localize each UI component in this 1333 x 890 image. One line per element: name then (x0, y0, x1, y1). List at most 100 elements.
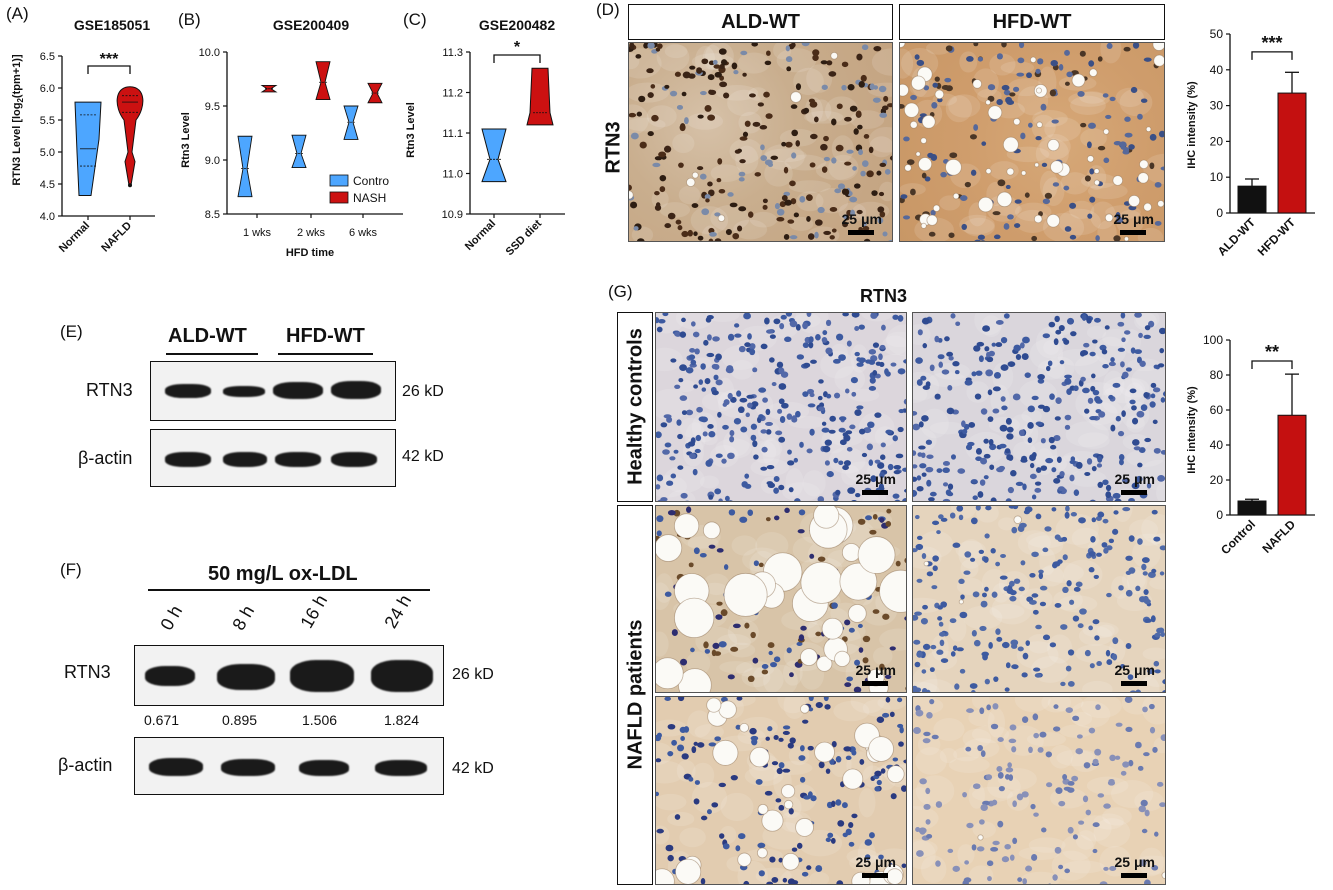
cell-nucleus (1056, 456, 1062, 464)
cell-nucleus (929, 698, 935, 705)
cell-nucleus (809, 162, 816, 168)
cell-nucleus (868, 386, 877, 391)
cell-nucleus (785, 45, 791, 52)
cell-nucleus (901, 785, 906, 792)
tissue-cell (1132, 538, 1161, 569)
y-tick-label: 9.0 (205, 155, 220, 167)
cell-nucleus (842, 313, 849, 317)
lipid-vacuole (839, 562, 878, 601)
cell-nucleus (770, 662, 778, 668)
scalebar-text: 25 μm (1114, 662, 1155, 678)
cell-nucleus (925, 819, 931, 825)
cell-nucleus (860, 170, 866, 177)
cell-nucleus (1003, 89, 1011, 96)
cell-nucleus (1003, 313, 1010, 319)
y-tick-label: 20 (1210, 134, 1224, 148)
cell-nucleus (859, 759, 865, 765)
lipid-vacuole (800, 704, 810, 714)
tissue-cell (963, 605, 1003, 630)
cell-nucleus (1034, 481, 1042, 486)
tissue-cell (1101, 386, 1132, 414)
tissue-cell (858, 788, 876, 818)
cell-nucleus (734, 323, 740, 328)
cell-nucleus (1157, 475, 1165, 482)
cell-nucleus (1154, 831, 1159, 837)
y-tick-label: 6.0 (40, 83, 55, 95)
cell-nucleus (997, 179, 1006, 187)
cell-nucleus (744, 120, 751, 127)
tissue-cell (727, 89, 761, 117)
cell-nucleus (1005, 498, 1012, 501)
cell-nucleus (1095, 704, 1101, 711)
cell-nucleus (1128, 144, 1135, 150)
cell-nucleus (980, 804, 988, 812)
cell-nucleus (1094, 748, 1102, 756)
cell-nucleus (1122, 478, 1130, 484)
tissue-cell (1070, 95, 1106, 116)
cell-nucleus (695, 434, 702, 442)
cell-nucleus (1013, 578, 1021, 584)
tissue-cell (858, 412, 895, 444)
cell-nucleus (987, 389, 993, 396)
cell-nucleus (940, 171, 947, 178)
cell-nucleus (679, 726, 687, 734)
tissue-cell (857, 840, 876, 868)
cell-nucleus (749, 93, 756, 98)
cell-nucleus (1112, 382, 1121, 388)
outlier-point (128, 183, 132, 188)
cell-nucleus (921, 552, 927, 559)
cell-nucleus (771, 382, 777, 387)
cell-nucleus (959, 611, 968, 619)
cell-nucleus (972, 495, 978, 501)
cell-nucleus (992, 840, 1000, 846)
panel-b-chart: GSE200409 Rtn3 Level HFD time 8.59.09.51… (180, 17, 403, 259)
cell-nucleus (836, 103, 843, 110)
cell-nucleus (664, 591, 672, 597)
cell-nucleus (765, 517, 771, 522)
tissue-cell (720, 792, 754, 822)
cell-nucleus (677, 465, 684, 470)
cell-nucleus (958, 578, 965, 585)
significance-bracket (1251, 51, 1293, 60)
tissue-cell (656, 313, 686, 334)
panel-c-chart: GSE200482 Rtn3 Level 10.911.011.111.211.… (405, 17, 565, 258)
cell-nucleus (938, 631, 946, 637)
lipid-vacuole (1143, 202, 1152, 212)
cell-nucleus (1154, 669, 1161, 674)
cell-nucleus (1054, 416, 1061, 421)
cell-nucleus (1026, 72, 1032, 79)
cell-nucleus (1011, 526, 1018, 534)
cell-nucleus (1125, 726, 1133, 733)
cell-nucleus (812, 49, 820, 56)
lipid-vacuole (886, 868, 904, 884)
cell-nucleus (1000, 553, 1006, 559)
cell-nucleus (677, 433, 683, 440)
cell-nucleus (708, 742, 717, 747)
tissue-cell (1070, 750, 1100, 773)
tissue-cell (945, 95, 972, 123)
cell-nucleus (1102, 93, 1109, 98)
cell-nucleus (944, 336, 950, 342)
tissue-cell (815, 187, 849, 214)
cell-nucleus (680, 492, 688, 499)
cell-nucleus (853, 183, 861, 189)
cell-nucleus (737, 225, 743, 232)
panel-e-group1: ALD-WT (168, 325, 247, 347)
tissue-cell (862, 699, 891, 717)
cell-nucleus (727, 674, 735, 680)
cell-nucleus (973, 43, 979, 47)
tissue-cell (763, 143, 805, 171)
tissue-cell (686, 112, 724, 130)
cell-nucleus (854, 659, 861, 666)
cell-nucleus (970, 169, 977, 176)
cell-nucleus (1096, 463, 1103, 468)
cell-nucleus (1040, 465, 1048, 471)
cell-nucleus (1122, 371, 1129, 379)
legend-swatch-contro (329, 174, 349, 187)
cell-nucleus (1109, 96, 1116, 102)
cell-nucleus (1087, 397, 1094, 404)
lipid-vacuole (1020, 170, 1027, 176)
cell-nucleus (927, 152, 934, 159)
lipid-vacuole (749, 746, 770, 768)
cell-nucleus (669, 456, 676, 461)
